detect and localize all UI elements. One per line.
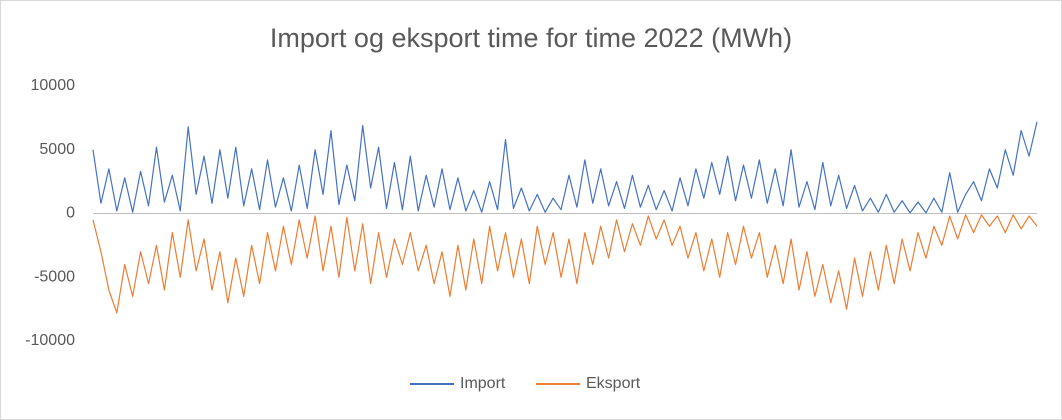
chart-title: Import og eksport time for time 2022 (MW… — [270, 23, 792, 53]
legend-label: Import — [460, 375, 506, 392]
y-tick-label: -10000 — [25, 332, 75, 349]
series-line — [92, 214, 1038, 314]
series-line — [92, 121, 1038, 214]
legend-label: Eksport — [586, 375, 641, 392]
y-tick-label: -5000 — [34, 268, 75, 285]
y-tick-label: 10000 — [31, 77, 76, 94]
y-tick-label: 0 — [66, 205, 75, 222]
y-tick-label: 5000 — [39, 141, 75, 158]
